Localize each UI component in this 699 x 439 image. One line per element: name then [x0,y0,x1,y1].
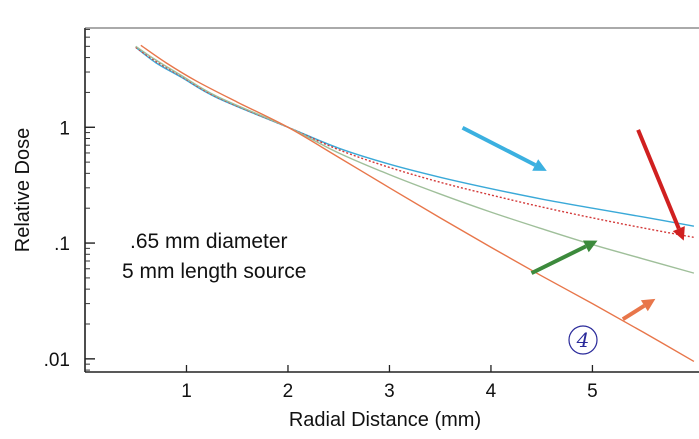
arrow-head-2 [672,226,685,241]
x-tick-label: 1 [181,381,192,402]
x-tick-label: 3 [384,381,395,402]
y-axis-title: Relative Dose [12,128,34,253]
arrow-shaft-3 [530,244,587,275]
circled-label-text: 4 [576,328,590,352]
y-tick-label: .1 [54,234,70,255]
x-tick-label: 4 [486,381,497,402]
arrow-head-1 [532,159,547,171]
arrow-group [461,125,685,321]
annotation-line-1: .65 mm diameter [130,230,288,253]
x-ticks: 1 2 3 4 5 [181,365,598,402]
x-tick-label: 5 [587,381,598,402]
y-major-ticks: 1 .1 .01 [44,118,95,371]
series-line-1 [135,46,695,227]
y-tick-label: 1 [59,118,70,139]
circled-label-ring [568,325,598,355]
arrow-head-3 [582,240,598,253]
arrow-shaft-2 [636,129,681,230]
series-line-4 [140,44,695,363]
arrow-shaft-1 [461,125,537,167]
arrow-shaft-4 [621,304,646,321]
x-axis-title: Radial Distance (mm) [289,409,481,431]
series-group [135,44,695,363]
annotation-line-2: 5 mm length source [122,260,306,283]
arrow-head-4 [640,298,656,312]
y-tick-label: .01 [44,350,70,371]
y-minor-ticks [85,28,90,371]
series-line-2 [135,46,695,239]
x-tick-label: 2 [283,381,294,402]
